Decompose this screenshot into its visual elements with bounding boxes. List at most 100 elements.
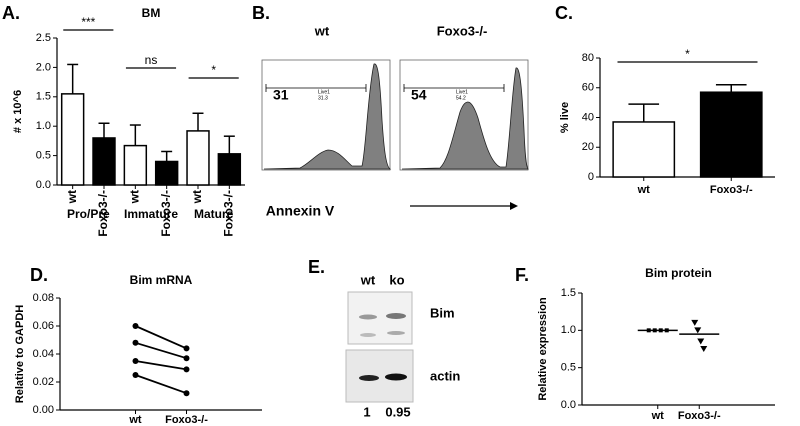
- line: [135, 341, 187, 360]
- point: [132, 323, 139, 329]
- lane-label: ko: [389, 272, 404, 287]
- x-tick-label: wt: [651, 410, 665, 422]
- point: [697, 338, 705, 345]
- gate-value: 31.3: [318, 95, 328, 101]
- flow-plot: wt Foxo3-/- 31 54 Live1 31.3 Live1 54.2 …: [261, 23, 529, 219]
- line: [135, 374, 187, 395]
- x-tick-label: Foxo3-/-: [222, 190, 236, 237]
- x-tick-label: wt: [637, 184, 651, 196]
- y-tick-label: 0.08: [33, 292, 54, 304]
- gate-value: 54.2: [456, 95, 466, 101]
- arrow-head: [510, 202, 518, 210]
- bar: [612, 121, 676, 178]
- y-tick-label: 0.0: [36, 179, 51, 191]
- point: [183, 366, 190, 373]
- group-label: Pro/Pre: [67, 207, 110, 221]
- y-axis-label: % live: [559, 102, 571, 133]
- y-tick-label: 1.5: [561, 287, 576, 299]
- panel-label: C.: [555, 3, 573, 23]
- y-tick-label: 0.02: [33, 376, 54, 388]
- x-tick-label: Foxo3-/-: [96, 190, 110, 237]
- ratio: 0.95: [385, 404, 410, 419]
- point: [132, 339, 139, 346]
- y-tick-label: 2.5: [36, 32, 51, 44]
- x-tick-label: wt: [128, 190, 142, 204]
- sample-label: Foxo3-/-: [437, 23, 488, 38]
- y-tick-label: 40: [582, 111, 594, 123]
- point: [694, 327, 702, 334]
- band: [359, 375, 379, 381]
- chart: 0.00 0.02 0.04 0.06 0.08 Bim mRNA Relative to …: [14, 273, 262, 426]
- x-tick-label: Foxo3-/-: [710, 184, 753, 196]
- band-label: actin: [430, 368, 460, 383]
- bar: [186, 130, 210, 186]
- band: [360, 333, 376, 337]
- point: [700, 346, 708, 352]
- y-axis-label: Relative expression: [537, 297, 549, 401]
- gate-percent: 31: [273, 87, 289, 103]
- line: [135, 325, 187, 350]
- y-tick-label: 0.06: [33, 320, 54, 332]
- gate-name: Live1: [456, 89, 468, 95]
- bar: [92, 137, 116, 186]
- y-tick-label: 0.04: [33, 348, 54, 360]
- panel-label: F.: [515, 265, 529, 285]
- significance-label: ***: [81, 15, 95, 29]
- y-tick-label: 2.0: [36, 61, 51, 73]
- x-tick-label: wt: [65, 190, 79, 204]
- group-label: Immature: [124, 207, 178, 221]
- lane-label: wt: [360, 272, 376, 287]
- y-tick-label: 80: [582, 52, 594, 64]
- sample-label: wt: [314, 23, 330, 38]
- histogram: [401, 67, 529, 170]
- band: [359, 314, 377, 320]
- gate-name: Live1: [318, 89, 330, 95]
- point: [132, 372, 139, 378]
- gate-percent: 54: [411, 87, 427, 103]
- chart: 0.0 0.5 1.0 1.5 2.0 2.5 BM # x 10^6 wt Foxo3-/- wt…: [12, 6, 245, 237]
- line: [135, 360, 187, 371]
- chart: 0.0 0.5 1.0 1.5 Bim protein Relative expressi…: [537, 266, 775, 422]
- y-tick-label: 0: [588, 171, 594, 183]
- y-tick-label: 60: [582, 82, 594, 94]
- chart: 0 20 40 60 80 % live wt Foxo3-/- *: [559, 47, 775, 196]
- y-tick-label: 20: [582, 141, 594, 153]
- histogram: [263, 63, 392, 170]
- bar: [699, 91, 763, 178]
- panel-label: A.: [2, 3, 20, 23]
- point: [183, 345, 190, 352]
- group-label: Mature: [194, 207, 234, 221]
- significance-label: *: [211, 63, 216, 77]
- x-tick-label: wt: [128, 414, 142, 426]
- x-tick-label: wt: [190, 190, 204, 204]
- band-label: Bim: [430, 305, 455, 320]
- x-tick-label: Foxo3-/-: [159, 190, 173, 237]
- y-tick-label: 0.0: [561, 399, 576, 411]
- panel-label: B.: [252, 3, 270, 23]
- x-tick-label: Foxo3-/-: [678, 410, 721, 422]
- significance-label: ns: [145, 53, 158, 67]
- chart-title: Bim protein: [645, 266, 712, 280]
- point: [691, 319, 699, 326]
- band: [385, 373, 407, 381]
- panel-label: E.: [308, 257, 325, 277]
- y-axis-label: Relative to GAPDH: [14, 305, 26, 403]
- point: [183, 390, 190, 397]
- y-tick-label: 1.0: [36, 120, 51, 132]
- bar: [123, 144, 148, 186]
- point: [183, 355, 190, 362]
- ratio: 1: [363, 404, 370, 419]
- y-tick-label: 0.5: [36, 150, 51, 162]
- chart-title: BM: [142, 6, 161, 20]
- chart-title: Bim mRNA: [130, 273, 193, 287]
- y-tick-label: 1.5: [36, 91, 51, 103]
- western-blot: wt ko Bim actin 1 0.95: [345, 272, 460, 419]
- band: [386, 313, 406, 319]
- bar: [154, 160, 179, 186]
- panel-label: D.: [30, 265, 48, 285]
- x-tick-label: Foxo3-/-: [165, 414, 208, 426]
- point: [132, 358, 139, 364]
- y-tick-label: 0.5: [561, 362, 576, 374]
- y-tick-label: 0.00: [33, 404, 54, 416]
- bar: [60, 93, 85, 186]
